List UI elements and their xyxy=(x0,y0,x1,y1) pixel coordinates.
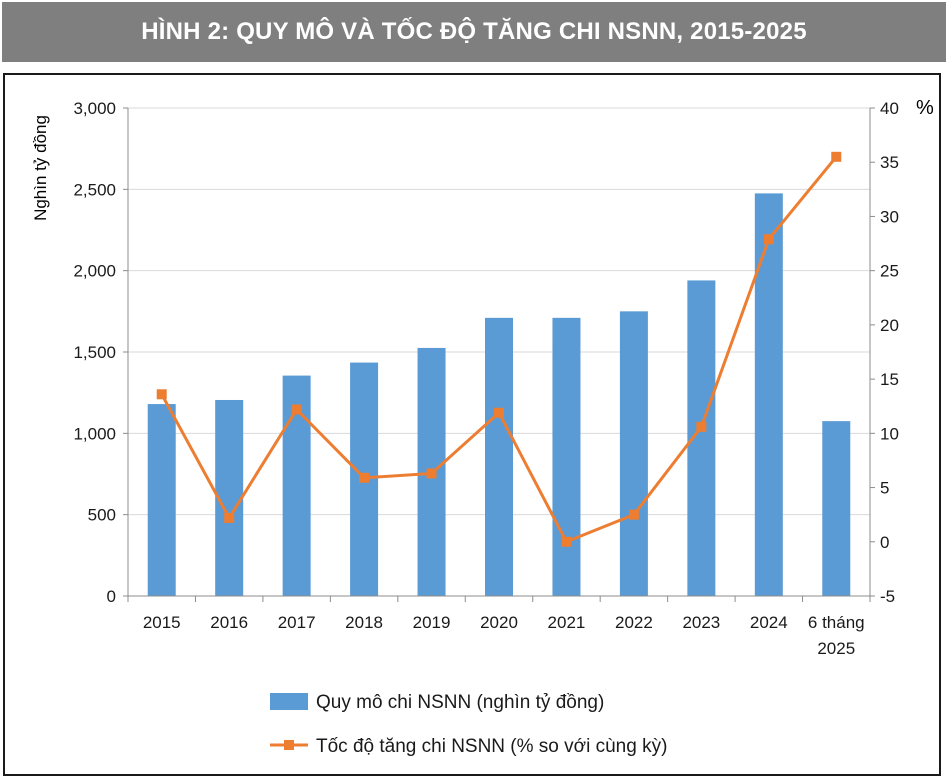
y-tick-label: 1,500 xyxy=(73,343,116,362)
line-point xyxy=(561,536,572,547)
x-tick-label: 2021 xyxy=(548,613,586,632)
bar xyxy=(754,193,783,596)
x-tick-label: 2020 xyxy=(480,613,518,632)
legend-swatch-marker xyxy=(284,740,294,750)
y2-tick-label: 15 xyxy=(880,370,899,389)
line-point xyxy=(628,509,639,520)
chart-title: HÌNH 2: QUY MÔ VÀ TỐC ĐỘ TĂNG CHI NSNN, … xyxy=(141,18,807,45)
x-tick-label: 2019 xyxy=(413,613,451,632)
legend-label-line: Tốc độ tăng chi NSNN (% so với cùng kỳ) xyxy=(316,736,667,757)
x-tick-label: 2017 xyxy=(278,613,316,632)
y-tick-label: 2,500 xyxy=(73,180,116,199)
bar xyxy=(485,317,513,596)
bar xyxy=(619,311,648,596)
line-point xyxy=(359,472,370,483)
y-tick-label: 0 xyxy=(107,587,116,606)
y-tick-label: 2,000 xyxy=(73,262,116,281)
y2-tick-label: -5 xyxy=(880,587,895,606)
legend-label-bars: Quy mô chi NSNN (nghìn tỷ đồng) xyxy=(316,692,604,713)
line-point xyxy=(224,512,235,523)
y2-tick-label: 10 xyxy=(880,424,899,443)
x-tick-label: 2015 xyxy=(143,613,181,632)
y-tick-label: 500 xyxy=(88,506,116,525)
y2-tick-label: 30 xyxy=(880,207,899,226)
y2-tick-label: 35 xyxy=(880,153,899,172)
x-tick-label: 2016 xyxy=(210,613,248,632)
x-tick-label: 2022 xyxy=(615,613,653,632)
y-axis-title: Nghìn tỷ đồng xyxy=(31,115,50,221)
x-tick-label: 2018 xyxy=(345,613,383,632)
y2-tick-label: 40 xyxy=(880,99,899,118)
y2-axis-title: % xyxy=(916,97,934,119)
title-bar: HÌNH 2: QUY MÔ VÀ TỐC ĐỘ TĂNG CHI NSNN, … xyxy=(2,2,946,62)
line-point xyxy=(494,407,504,418)
y-tick-label: 3,000 xyxy=(73,99,116,118)
x-tick-label: 6 tháng xyxy=(808,613,865,632)
x-tick-label: 2025 xyxy=(817,639,855,658)
bar xyxy=(552,317,581,596)
line-point xyxy=(763,234,774,245)
line-point xyxy=(291,404,302,415)
line-point xyxy=(426,468,437,479)
bar xyxy=(147,404,176,596)
line-point xyxy=(156,389,167,400)
y2-tick-label: 20 xyxy=(880,316,899,335)
line-point xyxy=(696,421,707,432)
line-point xyxy=(831,151,842,162)
x-tick-label: 2024 xyxy=(750,613,788,632)
y-tick-label: 1,000 xyxy=(73,424,116,443)
y2-tick-label: 5 xyxy=(880,479,889,498)
y2-tick-label: 0 xyxy=(880,533,889,552)
y2-tick-label: 25 xyxy=(880,262,899,281)
bar xyxy=(822,421,851,596)
legend-swatch-bars xyxy=(270,693,308,710)
x-tick-label: 2023 xyxy=(682,613,720,632)
